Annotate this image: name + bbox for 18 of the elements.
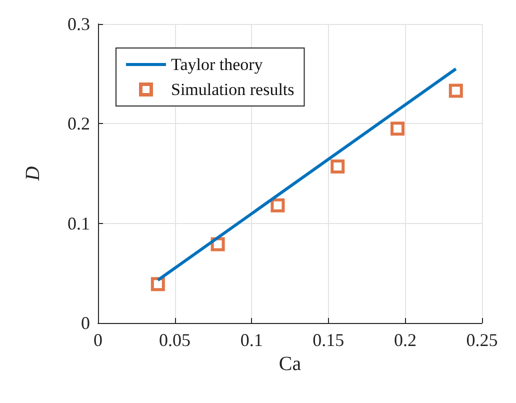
point <box>390 122 405 136</box>
y-tick-label: 0.2 <box>68 114 90 134</box>
x-tick-label: 0 <box>94 330 102 350</box>
x-tick-label: 0.2 <box>394 330 416 350</box>
y-axis-title: D <box>22 166 44 182</box>
legend-label: Taylor theory <box>171 55 264 74</box>
x-tick-label: 0.25 <box>466 330 498 350</box>
x-tick-label: 0.05 <box>159 330 191 350</box>
x-tick-label: 0.1 <box>240 330 263 350</box>
x-tick-label: 0.15 <box>312 330 344 350</box>
y-tick-label: 0 <box>81 313 90 333</box>
y-tick-label: 0.1 <box>68 213 90 234</box>
legend-label: Simulation results <box>171 80 294 99</box>
point <box>270 198 285 212</box>
point <box>448 84 463 98</box>
point <box>330 160 345 174</box>
x-axis-title: Ca <box>278 352 302 375</box>
y-tick-label: 0.3 <box>68 14 90 34</box>
